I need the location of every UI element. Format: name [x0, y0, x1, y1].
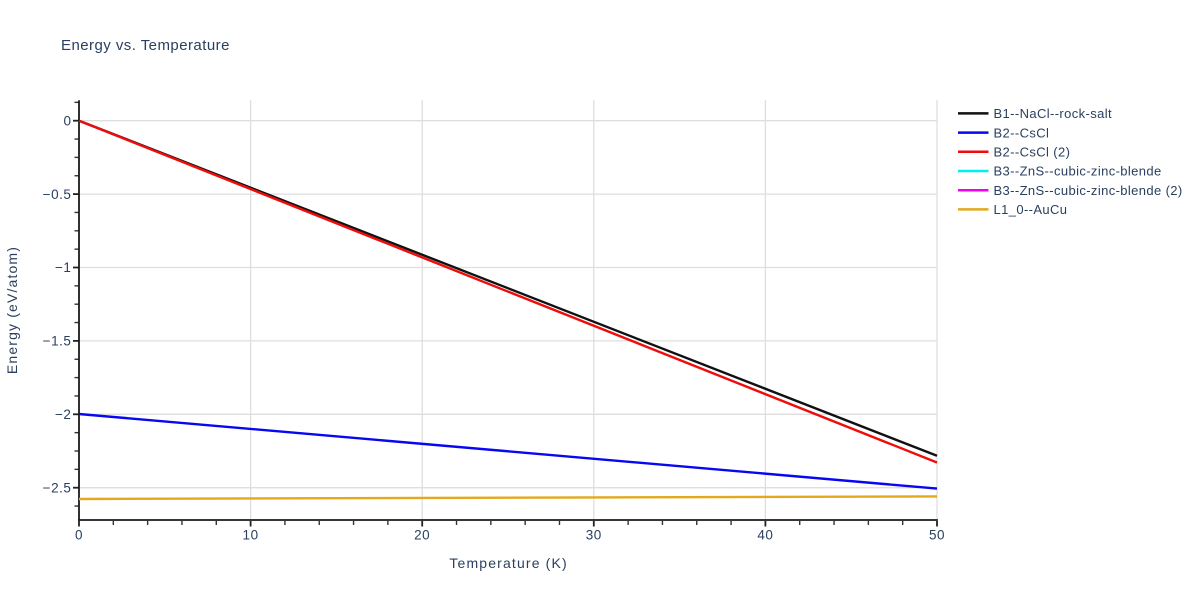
svg-text:10: 10	[243, 528, 259, 543]
svg-text:L1_0--AuCu: L1_0--AuCu	[994, 202, 1068, 217]
svg-text:B1--NaCl--rock-salt: B1--NaCl--rock-salt	[994, 106, 1112, 121]
svg-text:B2--CsCl: B2--CsCl	[994, 125, 1050, 140]
svg-text:Temperature (K): Temperature (K)	[449, 555, 567, 571]
svg-text:B2--CsCl (2): B2--CsCl (2)	[994, 145, 1071, 160]
svg-text:0: 0	[63, 113, 71, 128]
svg-text:−2.5: −2.5	[43, 480, 72, 495]
svg-text:−2: −2	[55, 407, 72, 422]
svg-text:B3--ZnS--cubic-zinc-blende: B3--ZnS--cubic-zinc-blende	[994, 164, 1162, 179]
svg-text:Energy vs. Temperature: Energy vs. Temperature	[61, 37, 230, 54]
svg-text:40: 40	[757, 528, 773, 543]
svg-text:−1.5: −1.5	[43, 334, 72, 349]
svg-text:−1: −1	[55, 260, 72, 275]
svg-text:30: 30	[586, 528, 602, 543]
svg-text:Energy (eV/atom): Energy (eV/atom)	[4, 246, 20, 374]
svg-text:B3--ZnS--cubic-zinc-blende (2): B3--ZnS--cubic-zinc-blende (2)	[994, 183, 1183, 198]
svg-text:−0.5: −0.5	[43, 187, 72, 202]
svg-text:50: 50	[929, 528, 945, 543]
svg-text:20: 20	[414, 528, 430, 543]
svg-text:0: 0	[75, 528, 83, 543]
